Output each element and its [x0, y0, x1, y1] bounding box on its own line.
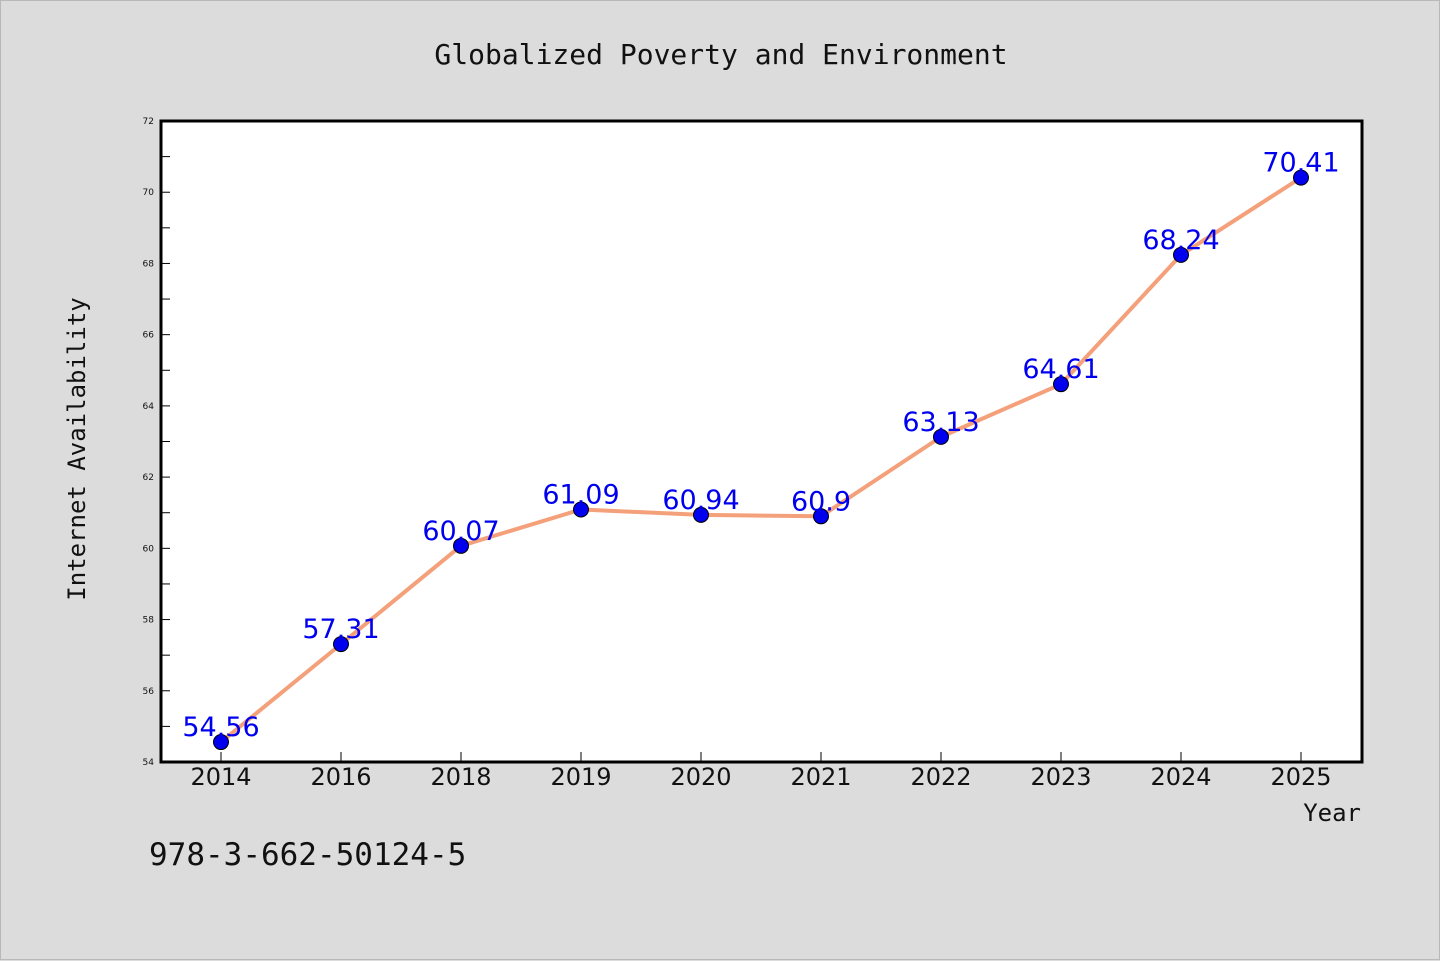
x-tick-label: 2014 — [190, 763, 251, 791]
data-label: 60.9 — [791, 486, 851, 517]
y-tick-label: 66 — [143, 331, 155, 341]
data-point — [1173, 246, 1189, 263]
chart-title: Globalized Poverty and Environment — [434, 38, 1007, 71]
y-tick-label: 56 — [143, 687, 155, 697]
plot-area — [159, 119, 1364, 764]
data-label: 54.56 — [182, 712, 259, 743]
x-axis: 2014 2016 2018 2019 2020 2021 2022 2023 2024 2025 — [190, 752, 1332, 791]
x-tick-label: 2024 — [1150, 763, 1211, 791]
y-tick-label: 72 — [143, 117, 154, 127]
x-tick-label: 2018 — [430, 763, 491, 791]
x-axis-label: Year — [1303, 799, 1361, 827]
y-tick-label: 54 — [143, 758, 155, 768]
data-point — [453, 537, 469, 554]
y-tick-label: 58 — [143, 616, 155, 626]
data-label: 60.07 — [422, 516, 499, 547]
data-label: 63.13 — [902, 407, 979, 438]
data-point — [573, 501, 589, 518]
x-tick-label: 2022 — [910, 763, 971, 791]
x-tick-label: 2021 — [790, 763, 851, 791]
data-point — [813, 508, 829, 525]
data-point — [1053, 376, 1069, 393]
data-label: 60.94 — [662, 485, 739, 516]
y-axis: 54 56 58 60 62 64 66 68 70 72 — [143, 117, 170, 768]
series-line — [219, 175, 1303, 745]
series-layer: 54.56 57.31 60.07 61.09 60.94 60.9 63.13 64.61 6… — [182, 148, 1340, 751]
y-axis-label: Internet Availability — [63, 297, 91, 600]
x-tick-label: 2025 — [1270, 763, 1331, 791]
data-label: 64.61 — [1022, 354, 1099, 385]
y-tick-label: 60 — [143, 544, 155, 554]
data-point — [933, 428, 949, 445]
data-point — [1293, 169, 1309, 186]
data-label: 57.31 — [302, 614, 379, 645]
data-label: 61.09 — [542, 480, 619, 511]
data-point — [693, 506, 709, 523]
x-tick-label: 2016 — [310, 763, 371, 791]
isbn-label: 978-3-662-50124-5 — [149, 837, 466, 873]
data-point — [333, 636, 349, 653]
data-label: 70.41 — [1262, 148, 1339, 179]
y-tick-label: 70 — [143, 188, 155, 198]
y-tick-label: 68 — [143, 259, 155, 269]
y-tick-label: 64 — [143, 402, 155, 412]
data-label: 68.24 — [1142, 225, 1219, 256]
y-tick-label: 62 — [143, 473, 154, 483]
x-tick-label: 2020 — [670, 763, 731, 791]
data-point — [213, 734, 229, 751]
x-tick-label: 2023 — [1030, 763, 1091, 791]
x-tick-label: 2019 — [550, 763, 611, 791]
